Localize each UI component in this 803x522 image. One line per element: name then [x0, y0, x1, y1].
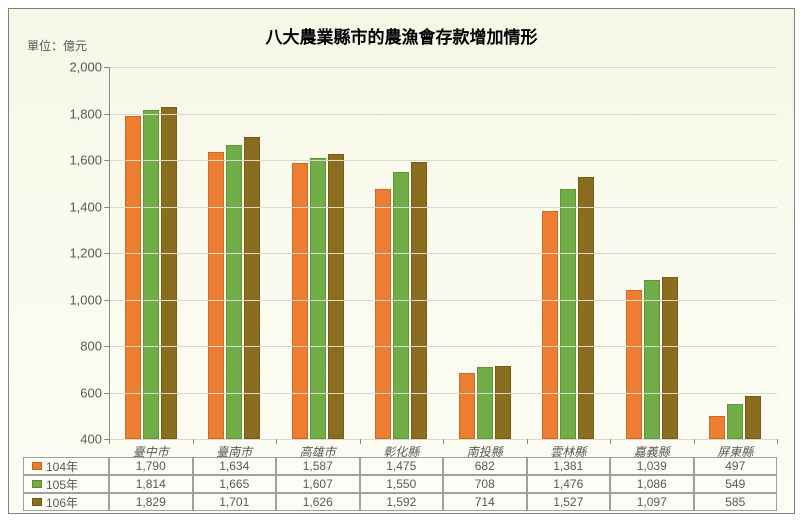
legend-value-cell: 1,527: [527, 493, 611, 511]
legend-value-cell: 1,626: [276, 493, 360, 511]
bar: [709, 416, 725, 439]
table-top-border: [23, 457, 777, 458]
x-tick-mark: [527, 439, 528, 444]
legend-series-name: 105年: [46, 476, 78, 493]
bar: [292, 163, 308, 439]
x-tick-mark: [360, 439, 361, 444]
legend-value-cell: 1,097: [610, 493, 694, 511]
y-tick-label: 800: [52, 339, 102, 354]
y-tick-label: 400: [52, 432, 102, 447]
legend-value-cell: 1,592: [360, 493, 444, 511]
legend-value-cell: 585: [694, 493, 778, 511]
legend-value-cell: 1,381: [527, 457, 611, 475]
legend-value-cell: 1,039: [610, 457, 694, 475]
legend-value-cell: 1,634: [193, 457, 277, 475]
grid-line: [109, 114, 777, 115]
legend-swatch: [32, 462, 42, 470]
y-tick-label: 1,400: [52, 199, 102, 214]
bar: [745, 396, 761, 439]
x-tick-mark: [610, 439, 611, 444]
legend-value-cell: 1,607: [276, 475, 360, 493]
legend-series-cell: 106年: [23, 493, 109, 511]
bar: [578, 177, 594, 439]
x-tick-mark: [193, 439, 194, 444]
y-tick-label: 2,000: [52, 60, 102, 75]
bar: [125, 116, 141, 439]
legend-value-cell: 1,475: [360, 457, 444, 475]
legend-value-cell: 708: [443, 475, 527, 493]
bar: [226, 145, 242, 439]
grid-line: [109, 67, 777, 68]
unit-label: 單位：億元: [27, 37, 87, 54]
plot-area: [109, 67, 777, 439]
legend-value-cell: 1,665: [193, 475, 277, 493]
x-tick-mark: [443, 439, 444, 444]
grid-line: [109, 393, 777, 394]
y-tick-label: 600: [52, 385, 102, 400]
legend-swatch: [32, 480, 42, 488]
bar: [727, 404, 743, 439]
bar: [542, 211, 558, 439]
legend-value-cell: 1,476: [527, 475, 611, 493]
grid-line: [109, 160, 777, 161]
bar: [644, 280, 660, 439]
y-tick-label: 1,200: [52, 246, 102, 261]
bar: [208, 152, 224, 439]
x-tick-mark: [777, 439, 778, 444]
x-tick-mark: [694, 439, 695, 444]
bar: [477, 367, 493, 439]
legend-value-cell: 1,086: [610, 475, 694, 493]
grid-line: [109, 300, 777, 301]
legend-value-cell: 1,814: [109, 475, 193, 493]
legend-series-name: 104年: [46, 458, 78, 475]
bar: [459, 373, 475, 439]
bar: [560, 189, 576, 439]
bar: [328, 154, 344, 439]
legend-value-cell: 1,829: [109, 493, 193, 511]
legend-value-cell: 549: [694, 475, 778, 493]
legend-series-cell: 105年: [23, 475, 109, 493]
legend-value-cell: 1,550: [360, 475, 444, 493]
y-tick-label: 1,600: [52, 153, 102, 168]
grid-line: [109, 253, 777, 254]
legend-value-cell: 1,790: [109, 457, 193, 475]
grid-line: [109, 346, 777, 347]
legend-value-cell: 714: [443, 493, 527, 511]
legend-value-cell: 1,701: [193, 493, 277, 511]
bar: [495, 366, 511, 439]
x-tick-mark: [276, 439, 277, 444]
legend-value-cell: 1,587: [276, 457, 360, 475]
y-axis-line: [109, 67, 110, 439]
chart-container: 八大農業縣市的農漁會存款增加情形 單位：億元 400 600 800 1,000 1,2…: [8, 8, 795, 514]
x-tick-mark: [109, 439, 110, 444]
legend-series-name: 106年: [46, 494, 78, 511]
chart-title: 八大農業縣市的農漁會存款增加情形: [9, 23, 794, 48]
bar: [662, 277, 678, 439]
bar: [626, 290, 642, 439]
bar: [393, 172, 409, 439]
legend-value-cell: 497: [694, 457, 778, 475]
bar: [375, 189, 391, 439]
y-tick-label: 1,000: [52, 292, 102, 307]
legend-value-cell: 682: [443, 457, 527, 475]
bar: [244, 137, 260, 439]
legend-swatch: [32, 498, 42, 506]
y-tick-label: 1,800: [52, 106, 102, 121]
legend-series-cell: 104年: [23, 457, 109, 475]
grid-line: [109, 207, 777, 208]
bar: [161, 107, 177, 439]
